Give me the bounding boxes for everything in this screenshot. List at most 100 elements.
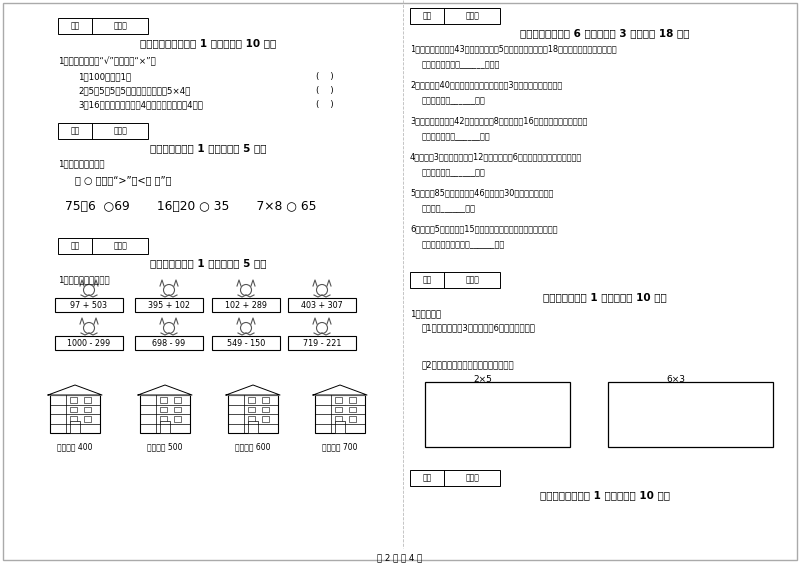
Text: 评卷人: 评卷人: [113, 127, 127, 136]
Text: 1．学校里原来种了43棵树，今年死了5棵，植树节时又种了18棵。现在学校里有几棵树？: 1．学校里原来种了43棵树，今年死了5棵，植树节时又种了18棵。现在学校里有几棵…: [410, 44, 617, 53]
Bar: [160, 416, 167, 421]
Bar: [288, 336, 356, 350]
Text: 549 - 150: 549 - 150: [227, 338, 265, 347]
Polygon shape: [313, 385, 367, 395]
Text: 得数接近 400: 得数接近 400: [58, 442, 93, 451]
Bar: [315, 395, 365, 433]
Text: (    ): ( ): [316, 100, 334, 109]
Text: 719 - 221: 719 - 221: [303, 338, 341, 347]
Text: 得数大约 700: 得数大约 700: [322, 442, 358, 451]
Text: 评卷人: 评卷人: [465, 11, 479, 20]
Bar: [58, 123, 148, 139]
Text: 395 + 102: 395 + 102: [148, 301, 190, 310]
Bar: [58, 238, 148, 254]
Text: 2．5＋5＋5＋5改写成乘法算式是5×4。: 2．5＋5＋5＋5改写成乘法算式是5×4。: [78, 86, 190, 95]
Bar: [410, 8, 500, 24]
Text: 八、解决问题（共 6 小题，每题 3 分，共计 18 分）: 八、解决问题（共 6 小题，每题 3 分，共计 18 分）: [520, 28, 690, 38]
Bar: [425, 382, 570, 447]
Text: 五、判断对与错（共 1 大题，共计 10 分）: 五、判断对与错（共 1 大题，共计 10 分）: [140, 38, 276, 48]
Text: 1000 - 299: 1000 - 299: [67, 338, 110, 347]
Text: 6×3: 6×3: [666, 375, 686, 384]
Text: 十一、附加题（共 1 大题，共计 10 分）: 十一、附加题（共 1 大题，共计 10 分）: [540, 490, 670, 500]
Bar: [262, 416, 269, 421]
Text: 4．小明了3个笔记本，用去12元。小云也了6个，算一算小云用了多少錢？: 4．小明了3个笔记本，用去12元。小云也了6个，算一算小云用了多少錢？: [410, 152, 582, 161]
Bar: [248, 416, 255, 421]
Text: 评卷人: 评卷人: [465, 473, 479, 483]
Text: 得分: 得分: [422, 11, 432, 20]
Text: 得分: 得分: [70, 241, 80, 250]
Bar: [262, 397, 269, 402]
Bar: [410, 272, 500, 288]
Bar: [174, 416, 181, 421]
Text: 3．16个苹果，平均放在4个盘子里，每盘放4个。: 3．16个苹果，平均放在4个盘子里，每盘放4个。: [78, 100, 203, 109]
Polygon shape: [138, 385, 192, 395]
Bar: [349, 397, 356, 402]
Text: 1．估一估，连一连。: 1．估一估，连一连。: [58, 275, 110, 284]
Text: 3．一辆空调车上有42人，中途下车8人，又上来16人，现在车上有多少人？: 3．一辆空调车上有42人，中途下车8人，又上来16人，现在车上有多少人？: [410, 116, 587, 125]
Text: 102 + 289: 102 + 289: [225, 301, 267, 310]
Bar: [335, 416, 342, 421]
Text: 97 + 503: 97 + 503: [70, 301, 107, 310]
Text: 得分: 得分: [422, 473, 432, 483]
Text: 2×5: 2×5: [474, 375, 493, 384]
Bar: [174, 397, 181, 402]
Text: 在 ○ 里填上“>”、<或 ＝”。: 在 ○ 里填上“>”、<或 ＝”。: [75, 175, 171, 185]
Bar: [335, 421, 345, 433]
Bar: [135, 336, 203, 350]
Bar: [70, 416, 77, 421]
Text: 75－6  ○69       16＋20 ○ 35       7×8 ○ 65: 75－6 ○69 16＋20 ○ 35 7×8 ○ 65: [65, 200, 317, 213]
Bar: [58, 18, 148, 34]
Bar: [55, 336, 123, 350]
Text: 评卷人: 评卷人: [113, 241, 127, 250]
Text: 得分: 得分: [70, 127, 80, 136]
Text: （1）．画一条比3厘米长，比6厘米短的线段。: （1）．画一条比3厘米长，比6厘米短的线段。: [422, 323, 536, 332]
Text: 698 - 99: 698 - 99: [152, 338, 186, 347]
Bar: [349, 416, 356, 421]
Text: （2）．用你喜欢的图形表示下列算式。: （2）．用你喜欢的图形表示下列算式。: [422, 360, 514, 369]
Bar: [410, 470, 500, 486]
Bar: [288, 298, 356, 312]
Bar: [608, 382, 773, 447]
Text: 答：一个皮球______元。: 答：一个皮球______元。: [422, 96, 486, 105]
Polygon shape: [48, 385, 102, 395]
Text: 6．王老师5张绳卡纸，15张红卡纸。红卡纸是绳卡纸的多少倍？: 6．王老师5张绳卡纸，15张红卡纸。红卡纸是绳卡纸的多少倍？: [410, 224, 558, 233]
Bar: [212, 336, 280, 350]
Text: 403 + 307: 403 + 307: [301, 301, 343, 310]
Bar: [140, 395, 190, 433]
Text: 1．100厘米＝1米: 1．100厘米＝1米: [78, 72, 131, 81]
Bar: [84, 397, 91, 402]
Bar: [248, 397, 255, 402]
Text: 答：小云用了______元。: 答：小云用了______元。: [422, 168, 486, 177]
Bar: [228, 395, 278, 433]
Bar: [70, 397, 77, 402]
Text: 评卷人: 评卷人: [465, 276, 479, 285]
Bar: [70, 406, 77, 412]
Bar: [349, 406, 356, 412]
Bar: [160, 421, 170, 433]
Text: 十、综合题（共 1 大题，共计 10 分）: 十、综合题（共 1 大题，共计 10 分）: [543, 292, 667, 302]
Bar: [70, 421, 80, 433]
Text: 5．食品店85听可乐，上午46听，下午30听，还剩多少听？: 5．食品店85听可乐，上午46听，下午30听，还剩多少听？: [410, 188, 554, 197]
Text: 六、比一比（共 1 大题，共计 5 分）: 六、比一比（共 1 大题，共计 5 分）: [150, 143, 266, 153]
Text: 答：现在车上有______人。: 答：现在车上有______人。: [422, 132, 490, 141]
Bar: [55, 298, 123, 312]
Bar: [262, 406, 269, 412]
Bar: [160, 397, 167, 402]
Bar: [160, 406, 167, 412]
Bar: [248, 421, 258, 433]
Text: 1．我会判断大小。: 1．我会判断大小。: [58, 159, 105, 168]
Bar: [335, 397, 342, 402]
Text: 七、连一连（共 1 大题，共计 5 分）: 七、连一连（共 1 大题，共计 5 分）: [150, 258, 266, 268]
Text: (    ): ( ): [316, 72, 334, 81]
Bar: [335, 406, 342, 412]
Polygon shape: [226, 385, 280, 395]
Bar: [174, 406, 181, 412]
Bar: [212, 298, 280, 312]
Text: 得数大约 500: 得数大约 500: [147, 442, 182, 451]
Text: 得分: 得分: [70, 21, 80, 31]
Bar: [84, 406, 91, 412]
Text: 答：还剩______听。: 答：还剩______听。: [422, 204, 476, 213]
Text: 答：现在学校里有______棵树。: 答：现在学校里有______棵树。: [422, 60, 500, 69]
Text: 1．判断，对的画“√”，错的画“×”。: 1．判断，对的画“√”，错的画“×”。: [58, 57, 156, 66]
Text: 得数接近 600: 得数接近 600: [235, 442, 270, 451]
